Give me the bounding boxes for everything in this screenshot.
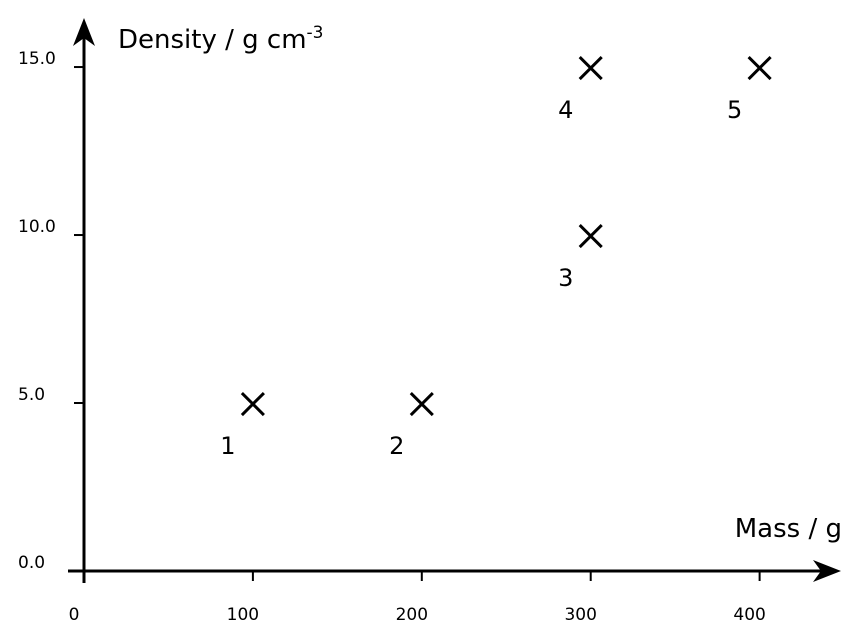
point-label: 1 <box>220 432 235 460</box>
x-axis-arrow <box>813 560 841 582</box>
y-tick-label: 15.0 <box>18 49 56 69</box>
point <box>578 55 603 81</box>
point <box>240 391 265 417</box>
y-tick-label: 0.0 <box>18 553 45 573</box>
y-tick-label: 10.0 <box>18 217 56 237</box>
y-tick-label: 5.0 <box>18 385 45 405</box>
point-label: 5 <box>727 96 742 124</box>
point-marker <box>240 391 265 417</box>
point-label: 2 <box>389 432 404 460</box>
y-axis-label: Density / g cm-3 <box>118 23 323 55</box>
x-tick-label: 400 <box>733 605 765 625</box>
point-marker <box>578 55 603 81</box>
point <box>409 391 434 417</box>
point <box>747 55 772 81</box>
point-marker <box>747 55 772 81</box>
point <box>578 223 603 249</box>
point-marker <box>409 391 434 417</box>
x-tick-label: 0 <box>69 605 80 625</box>
point-marker <box>578 223 603 249</box>
y-axis-arrow <box>73 18 95 46</box>
x-tick-label: 100 <box>227 605 259 625</box>
point-label: 4 <box>558 96 573 124</box>
x-tick-label: 300 <box>564 605 596 625</box>
x-tick-label: 200 <box>396 605 428 625</box>
point-label: 3 <box>558 264 573 292</box>
y-axis-label-superscript: -3 <box>307 23 324 43</box>
y-axis-label-text: Density / g cm <box>118 25 307 55</box>
x-axis-label: Mass / g <box>735 514 842 544</box>
